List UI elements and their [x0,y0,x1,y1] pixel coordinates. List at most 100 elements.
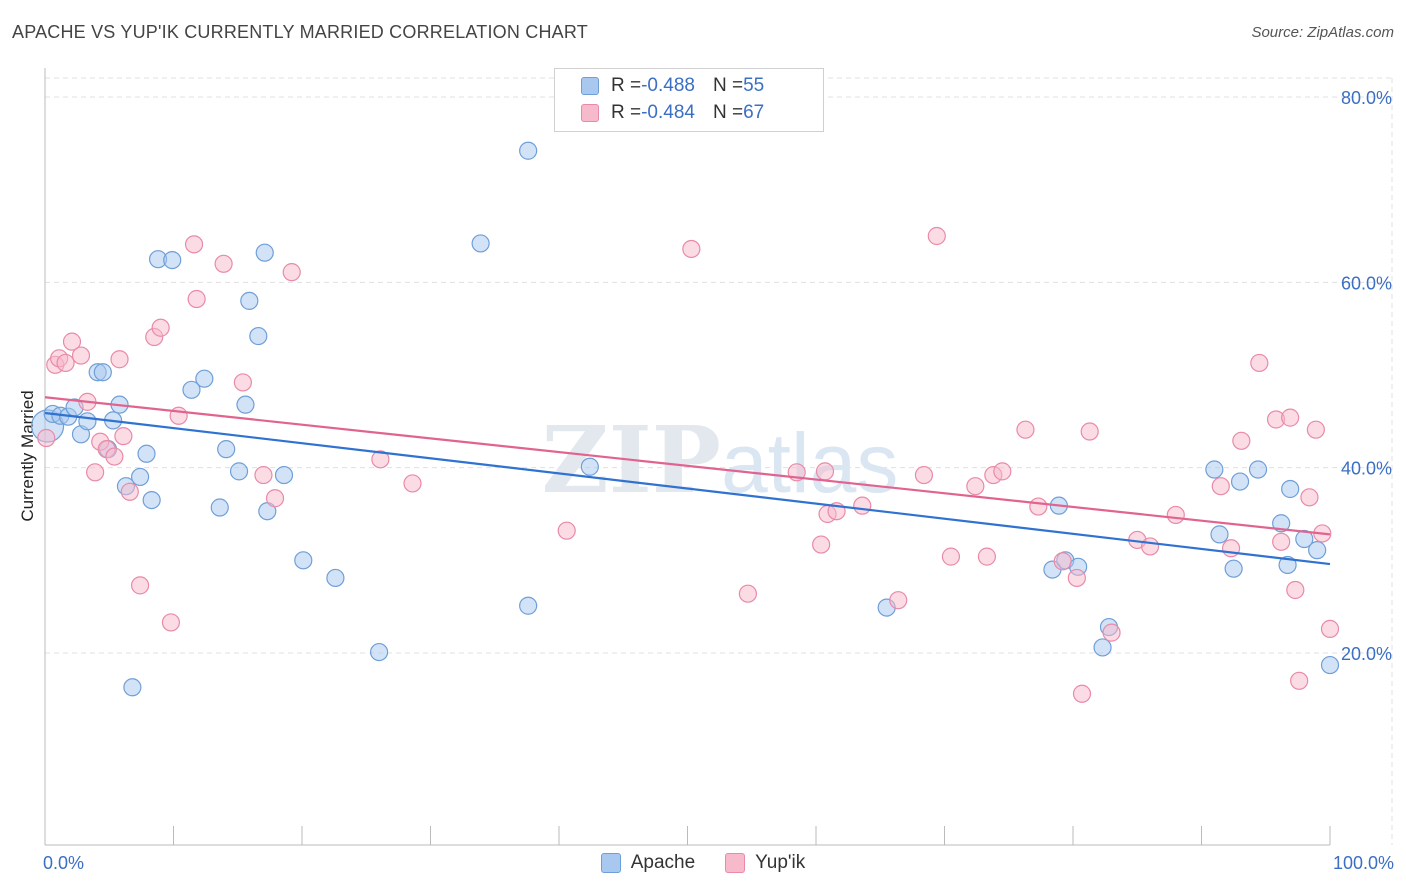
yupik-point [557,521,576,540]
yupik-point [853,496,872,515]
yupik-legend-label: Yup'ik [755,852,806,873]
yupik-point [993,462,1012,481]
stats-legend: R = -0.488 N = 55 R = -0.484 N = 67 [554,68,824,132]
yupik-point [1166,505,1185,525]
yupik-point [161,613,181,632]
apache-n-label: N = [712,75,744,96]
yupik-point [110,350,129,369]
apache-point [294,551,313,570]
apache-point [229,462,249,481]
yupik-point [1232,431,1251,450]
yupik-point [282,263,301,282]
yupik-point [105,447,124,466]
apache-point [471,234,490,253]
apache-point [255,243,274,262]
yupik-point [682,239,701,259]
apache-point [1308,541,1327,560]
watermark-atlas: atlas [721,416,898,510]
yupik-point [86,463,105,482]
apache-r-label: R = [611,75,642,96]
yupik-point [62,332,82,351]
apache-point [274,465,294,485]
apache-point [1093,638,1112,657]
watermark-text: ZIPatlas [542,406,899,514]
yupik-point [1072,684,1092,703]
yupik-point [1053,552,1072,571]
legend-row-yupik: R = -0.484 N = 67 [581,100,764,126]
yupik-point [914,465,934,485]
apache-swatch [581,77,599,95]
y-tick-label: 60.0% [1341,273,1392,293]
yupik-point [889,591,908,610]
apache-point [236,395,255,414]
axes [44,68,1331,846]
yupik-points [37,226,1340,703]
apache-point [182,380,201,399]
yupik-point [120,482,139,501]
series-legend: Apache Yup'ik [0,852,1406,874]
apache-point [1272,514,1291,533]
apache-point [123,678,142,697]
apache-legend-swatch [600,853,621,873]
apache-point [1230,472,1250,491]
x-tick-label-max: 100.0% [1333,853,1394,873]
yupik-point [37,428,56,448]
gridlines [45,77,1393,845]
yupik-trend-line [44,396,1331,536]
tick-labels: 20.0% 40.0% 60.0% 80.0% 0.0% 100.0% [43,88,1394,873]
yupik-point [56,353,75,373]
apache-point [1295,529,1314,549]
apache-point [142,491,161,510]
y-tick-label: 40.0% [1341,459,1392,479]
yupik-point [966,477,985,496]
yupik-point [941,547,961,566]
y-tick-label: 80.0% [1341,88,1392,108]
yupik-n-label: N = [712,102,744,123]
yupik-point [371,450,390,469]
apache-r-value: -0.488 [641,75,695,96]
trend-lines [44,396,1331,566]
legend-item-apache[interactable]: Apache [600,852,696,874]
legend-row-apache: R = -0.488 N = 55 [581,73,764,99]
apache-point [137,444,156,463]
yupik-legend-swatch [725,853,746,873]
yupik-point [71,346,91,365]
yupik-point [265,489,285,508]
yupik-point [1306,420,1325,439]
apache-point [1320,655,1340,675]
apache-point [249,326,268,346]
apache-point [326,568,345,588]
yupik-point [1029,497,1048,516]
yupik-point [214,254,233,273]
apache-point [1205,460,1224,479]
apache-point [240,291,259,310]
apache-point [1278,555,1297,575]
yupik-point [403,474,422,493]
apache-legend-label: Apache [630,852,696,873]
yupik-point [1102,623,1121,642]
yupik-point [815,462,835,481]
apache-point [163,250,182,270]
apache-point [1281,479,1300,499]
apache-point [370,642,389,662]
apache-point [519,141,538,160]
yupik-point [1272,532,1291,551]
yupik-point [1281,408,1300,427]
yupik-point [187,289,206,309]
apache-point [93,363,112,382]
apache-point [217,440,236,459]
yupik-swatch [581,104,599,122]
yupik-point [1221,539,1241,558]
yupik-point [151,318,170,337]
yupik-point [114,427,133,446]
yupik-r-value: -0.484 [641,102,695,123]
yupik-point [184,235,204,254]
yupik-point [738,584,757,603]
legend-item-yupik[interactable]: Yup'ik [725,852,805,874]
yupik-point [1211,477,1230,496]
watermark: ZIPatlas [542,406,899,514]
yupik-point [977,547,997,566]
yupik-r-label: R = [611,102,642,123]
apache-n-value: 55 [743,75,765,96]
